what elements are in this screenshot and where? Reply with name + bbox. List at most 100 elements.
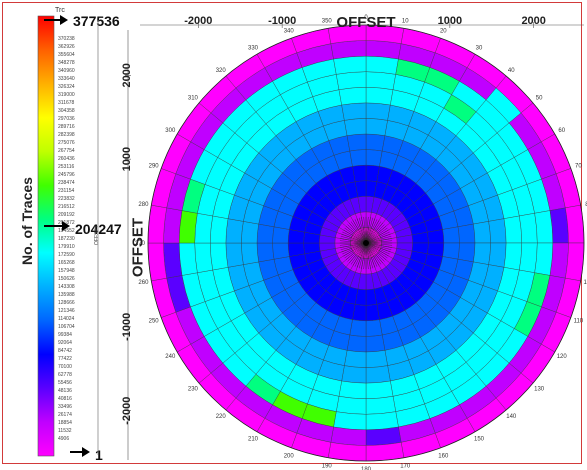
center-spoke <box>361 242 367 269</box>
polar-cell <box>365 380 394 399</box>
center-spoke <box>349 242 367 264</box>
center-spoke <box>365 242 392 248</box>
center-spoke <box>365 238 392 244</box>
colorbar-tick-label: 92064 <box>58 340 72 346</box>
colorbar-tick-label: 165268 <box>58 260 75 266</box>
center-spoke <box>345 226 367 244</box>
azimuth-label: 60 <box>558 128 565 134</box>
center-spoke <box>365 226 387 244</box>
polar-cell <box>344 118 367 136</box>
polar-cell <box>333 55 367 75</box>
colorbar-tick-label: 99384 <box>58 332 72 338</box>
center-spoke <box>365 229 389 244</box>
polar-cell <box>344 350 367 368</box>
polar-cell <box>333 411 367 431</box>
colorbar-tick-label: 231154 <box>58 188 75 194</box>
center-spoke <box>359 217 367 244</box>
center-spoke <box>354 219 367 244</box>
polar-cell <box>442 226 460 244</box>
polar-cell <box>549 242 569 279</box>
azimuth-label: 280 <box>138 202 149 208</box>
colorbar-tick-label: 370238 <box>58 36 75 42</box>
polar-cell <box>336 396 367 415</box>
colorbar-top-tag: Trc <box>55 7 65 14</box>
colorbar-tick-label: 304358 <box>58 108 75 114</box>
polar-cell <box>194 213 213 244</box>
polar-cell <box>163 242 183 279</box>
arrow-max-head <box>60 15 68 25</box>
x-axis-title: OFFSET <box>336 14 395 31</box>
center-spoke <box>365 242 382 265</box>
polar-cell <box>225 218 244 244</box>
polar-cell <box>519 213 538 244</box>
center-spoke <box>352 242 367 266</box>
azimuth-label: 350 <box>322 18 333 24</box>
center-dot <box>363 240 369 246</box>
center-spoke <box>363 216 367 244</box>
center-spoke <box>342 231 367 244</box>
center-spoke <box>356 218 367 244</box>
colorbar-tick-label: 194552 <box>58 228 75 234</box>
azimuth-label: 70 <box>575 164 582 170</box>
center-spoke <box>365 242 376 268</box>
colorbar-tick-label: 18854 <box>58 420 72 426</box>
azimuth-label: 100 <box>584 280 587 286</box>
azimuth-label: 240 <box>165 354 176 360</box>
y-tick-label: 2000 <box>121 63 133 87</box>
center-spoke <box>361 217 367 244</box>
polar-cells <box>147 24 585 462</box>
center-spoke <box>349 222 367 244</box>
colorbar-tick-label: 209192 <box>58 212 75 218</box>
polar-cell <box>256 242 275 263</box>
arrow-min-head <box>82 447 90 457</box>
polar-cell <box>365 87 394 106</box>
center-spoke <box>365 217 373 244</box>
colorbar-tick-label: 289716 <box>58 124 75 130</box>
center-spoke <box>340 242 367 250</box>
colorbar-tick-label: 223832 <box>58 196 75 202</box>
polar-cell <box>272 242 290 260</box>
center-spoke <box>365 240 393 244</box>
colorbar-tick-label: 340960 <box>58 68 75 74</box>
center-spoke <box>365 242 387 260</box>
center-spoke <box>365 222 383 244</box>
y-tick-label: -2000 <box>121 397 133 425</box>
center-spoke <box>365 221 382 244</box>
azimuth-label: 30 <box>476 45 483 51</box>
polar-cell <box>488 242 507 268</box>
polar-cell <box>225 242 244 268</box>
polar-cell <box>349 149 367 167</box>
polar-cell <box>256 223 275 244</box>
azimuth-label: 180 <box>361 467 372 470</box>
colorbar-tick-label: 179910 <box>58 244 75 250</box>
colorbar-tick-label: 77422 <box>58 356 72 362</box>
colorbar-tick-label: 216512 <box>58 204 75 210</box>
colorbar-tick-label: 4906 <box>58 436 69 442</box>
center-spoke <box>354 242 367 267</box>
colorbar-tick-label: 143308 <box>58 284 75 290</box>
center-spoke <box>342 242 367 255</box>
center-spoke <box>365 242 392 250</box>
center-spoke <box>344 227 367 244</box>
center-spoke <box>350 242 367 265</box>
center-spoke <box>365 242 389 257</box>
center-spoke <box>365 217 371 244</box>
polar-cell <box>365 118 388 136</box>
center-spoke <box>365 242 385 262</box>
center-spoke <box>365 242 378 267</box>
colorbar-tick-label: 326324 <box>58 84 75 90</box>
center-spoke <box>350 221 367 244</box>
polar-cell <box>365 319 383 337</box>
colorbar-tick-label: 311678 <box>58 100 75 106</box>
polar-cell <box>503 215 522 244</box>
colorbar-max-label: 377536 <box>73 13 120 29</box>
center-spoke <box>347 224 367 244</box>
colorbar-tick-label: 121346 <box>58 308 75 314</box>
azimuth-label: 310 <box>188 96 199 102</box>
center-spoke <box>340 238 367 244</box>
center-spoke <box>365 231 390 244</box>
azimuth-label: 10 <box>402 18 409 24</box>
polar-cell <box>534 242 554 276</box>
x-tick-label: -1000 <box>268 15 296 27</box>
center-spoke <box>365 242 380 266</box>
